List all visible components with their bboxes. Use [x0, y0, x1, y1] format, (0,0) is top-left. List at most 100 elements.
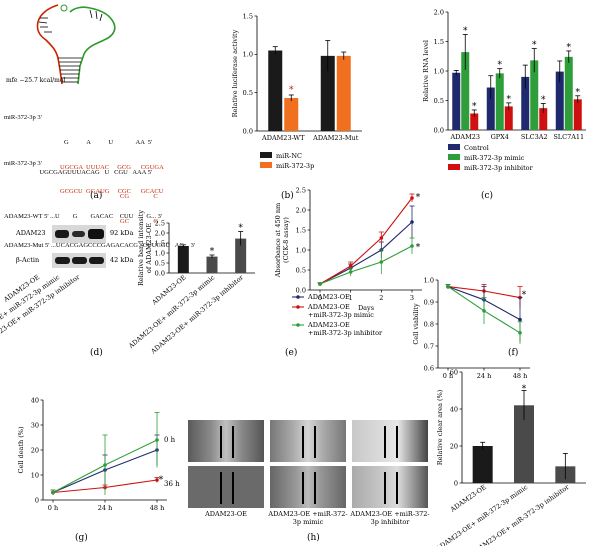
star-c: * [507, 95, 512, 105]
wound-img-r1c2 [352, 466, 428, 508]
series-point-e [410, 196, 414, 200]
legend-swatch [260, 152, 272, 158]
legend-swatch [448, 164, 460, 170]
series-point-e [410, 244, 414, 248]
y-tick-label-f: 0.7 [424, 342, 434, 350]
bar-Control-SLC3A2 [521, 76, 530, 130]
bar-miR-NC-ADAM23-WT [268, 50, 283, 131]
star-d: * [210, 247, 215, 257]
mut-alignment: miR-372-3p 3' UGCGAGUUUACAG U CGU AAA 5'… [4, 144, 195, 259]
legend-swatch [448, 154, 460, 160]
star-d: * [238, 224, 243, 234]
blot-kda-92: 92 kDa [110, 229, 134, 237]
legend-marker [296, 323, 300, 327]
y-tick-label-f: 0.6 [424, 364, 434, 372]
panel-label-f: (f) [508, 348, 519, 358]
star-e2: * [416, 243, 421, 253]
bar-miR-372-3p inhibitor-GPX4 [504, 106, 513, 130]
y-tick-label-d: 0.5 [155, 259, 165, 267]
series-point-e [348, 264, 353, 268]
legend-marker [296, 295, 300, 299]
series-point-f [518, 317, 522, 322]
col-label-0: ADAM23-OE [205, 510, 247, 518]
y-tick-label-c: 1.0 [434, 67, 444, 75]
y-tick-label-h: 60 [450, 368, 458, 376]
y-tick-label-f: 0.9 [424, 298, 434, 306]
legend-label: +miR-372-3p mimic [308, 311, 374, 319]
mut-mir-label: miR-372-3p 3' [4, 160, 42, 168]
y-tick-label-b: 0.5 [243, 89, 253, 97]
y-tick-label-f: 1.0 [424, 276, 434, 284]
col-label-2: ADAM23-OE +miR-372-3p inhibitor [350, 510, 430, 526]
bar-miR-372-3p mimic-SLC7A11 [564, 56, 573, 131]
y-tick-label-h: 20 [450, 442, 458, 450]
series-line-e-1 [319, 197, 413, 285]
row-label-36h: 36 h [164, 480, 180, 488]
bar-ADAM23-OE+ miR-372-3p mimic [514, 405, 534, 483]
y-tick-label-c: 2.0 [434, 8, 444, 16]
wt-alignment: miR-372-3p 3' G A U AA 5' UGCGA UUUAC GC… [4, 98, 164, 229]
star-b: * [289, 86, 294, 96]
star-c: * [567, 43, 572, 53]
y-tick-label-h: 0 [454, 479, 458, 487]
y-axis-label-f: Cell viability [412, 303, 420, 345]
star-c: * [532, 41, 537, 51]
col-label-1: ADAM23-OE +miR-372-3p mimic [268, 510, 348, 526]
blot-band-actin [52, 253, 106, 268]
y-tick-label-d: 0.0 [155, 269, 165, 277]
y-tick-label-e: 2.0 [296, 206, 306, 214]
blot-band-adam23 [52, 225, 106, 243]
series-line-e-2 [319, 245, 413, 285]
wt-top-unpaired: G A U AA 5' [64, 139, 153, 147]
y-tick-label-c: 0.0 [434, 126, 444, 134]
x-tick-label: GPX4 [491, 133, 509, 141]
legend-label: +miR-372-3p inhibitor [308, 329, 383, 337]
series-point-f [446, 284, 450, 289]
star-g: * [159, 476, 164, 486]
wound-img-r0c0 [188, 420, 264, 462]
x-tick-label: ADAM23-OE [448, 483, 488, 514]
wt-target-line: ADAM23-WT 5' ...U G GACAC CUU G... 3' [4, 212, 163, 220]
wt-tgt-paired: GCGCU GGAUG CGC GCACU [60, 188, 164, 196]
y-axis-label-d-2: of ADAM23-OE [145, 223, 153, 273]
wound-img-r0c1 [270, 420, 346, 462]
series-point-e [348, 270, 353, 274]
x-tick-label-f: 24 h [477, 372, 492, 380]
x-tick-label-e: 1 [349, 294, 353, 302]
x-tick-label: ADAM23 [449, 133, 480, 141]
y-tick-label-g: 40 [31, 396, 39, 404]
bar-Control-ADAM23 [452, 72, 461, 130]
series-point-g [155, 478, 159, 482]
legend-swatch [448, 144, 460, 150]
y-axis-label-g: Cell death (%) [17, 426, 25, 474]
y-tick-label-b: 1.5 [243, 12, 253, 20]
wound-img-r1c1 [270, 466, 346, 508]
star-c: * [498, 61, 503, 71]
panel-label-h: (h) [307, 533, 320, 543]
y-tick-label-d: 1.5 [155, 239, 165, 247]
star-c: * [541, 95, 546, 105]
y-tick-label-f: 0.8 [424, 320, 434, 328]
panel-label-g: (g) [75, 533, 88, 543]
y-axis-label-h: Relative clear area (%) [436, 389, 444, 465]
x-tick-label-e: 0 [318, 294, 322, 302]
star-h: * [522, 385, 527, 395]
blot-label-adam23: ADAM23 [16, 229, 46, 237]
bar-Control-GPX4 [486, 87, 495, 130]
x-tick-label: ADAM23-WT [261, 134, 305, 142]
y-tick-label-b: 0.0 [243, 127, 253, 135]
x-tick-label-g: 24 h [98, 504, 113, 512]
legend-label: Control [464, 144, 489, 152]
legend-label: ADAM23-OE [307, 321, 350, 329]
bar-ADAM23-OE [177, 246, 189, 273]
y-tick-label-e: 1.0 [296, 246, 306, 254]
y-tick-label-c: 1.5 [434, 38, 444, 46]
blot-label-actin: β-Actin [16, 256, 40, 264]
x-tick-label-g: 0 h [48, 504, 58, 512]
mfe-text: mfe −25.7 kcal/mol [6, 77, 65, 84]
y-tick-label-e: 0.0 [296, 286, 306, 294]
y-axis-label-b: Relative luciferase activity [231, 29, 239, 117]
x-tick-label: ADAM23-Mut [312, 134, 359, 142]
mut-mir-seq: UGCGAGUUUACAG U CGU AAA 5' [39, 168, 153, 176]
